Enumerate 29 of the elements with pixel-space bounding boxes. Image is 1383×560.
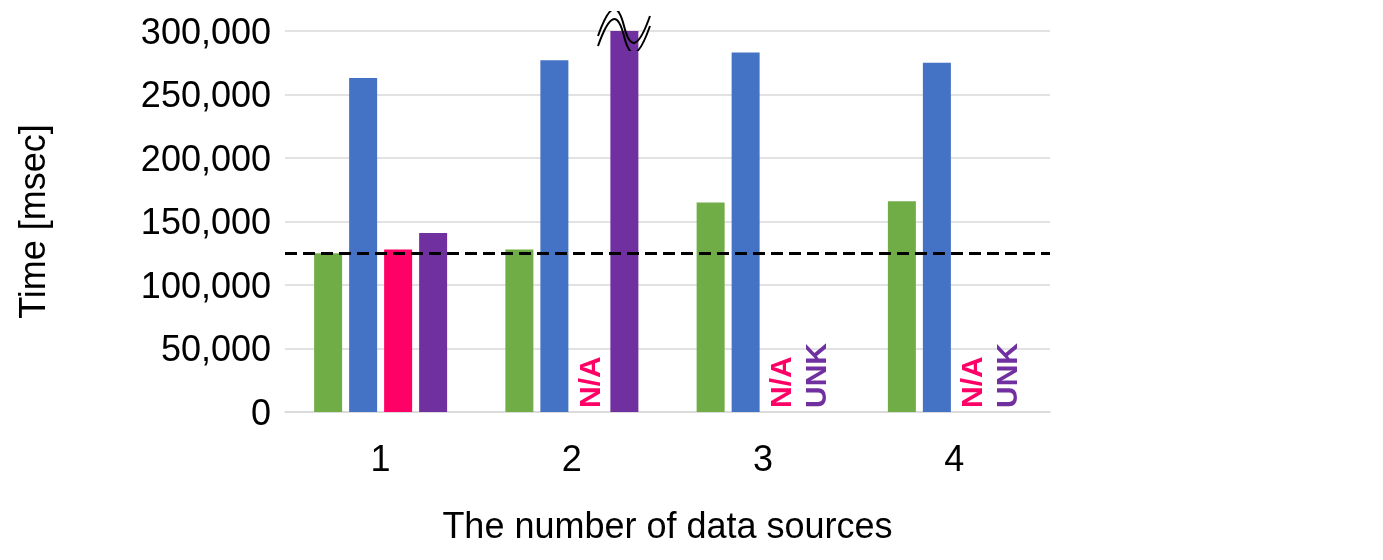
- bar: [419, 232, 448, 412]
- x-tick-label: 1: [370, 437, 391, 479]
- bar: [314, 253, 343, 412]
- text: UNK: [990, 343, 1024, 408]
- y-tick-label: 0: [250, 391, 271, 433]
- bar: [731, 52, 760, 412]
- y-tick-label: 150,000: [140, 201, 271, 242]
- bar: [887, 201, 916, 412]
- y-tick-label: 200,000: [140, 137, 271, 179]
- y-axis-title: Time [msec]: [11, 124, 53, 319]
- x-tick-label: 3: [753, 437, 774, 479]
- x-tick-label: 2: [561, 437, 582, 479]
- y-tick-label: 300,000: [140, 10, 271, 52]
- bar: [384, 249, 413, 412]
- bar: [922, 62, 951, 412]
- x-tick-label: 4: [944, 437, 965, 479]
- bar: [349, 77, 378, 412]
- text: N/A: [764, 356, 798, 408]
- bar: [505, 249, 534, 412]
- text: N/A: [572, 356, 606, 408]
- x-axis-title: The number of data sources: [442, 504, 893, 546]
- text: N/A: [955, 356, 989, 408]
- text: UNK: [799, 343, 833, 408]
- y-tick-label: 250,000: [140, 74, 271, 115]
- bar: [610, 31, 639, 412]
- y-tick-label: 50,000: [160, 328, 271, 369]
- bar: [696, 202, 725, 412]
- y-tick-label: 100,000: [140, 264, 271, 306]
- bar: [540, 60, 569, 412]
